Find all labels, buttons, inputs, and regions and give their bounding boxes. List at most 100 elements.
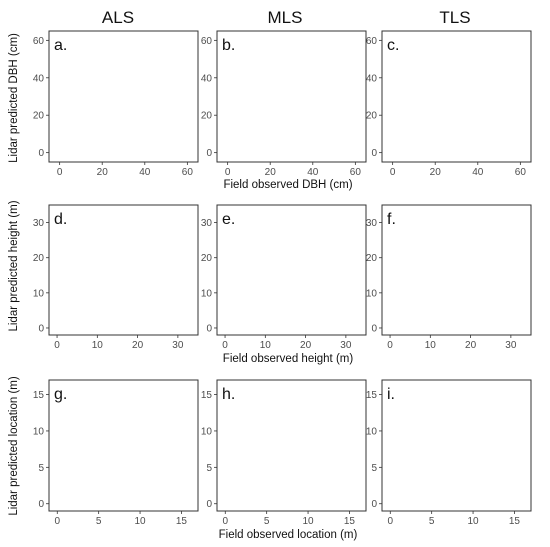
x-tick-label: 30	[340, 340, 352, 351]
y-tick-label: 0	[206, 499, 212, 510]
y-tick-label: 5	[371, 463, 377, 474]
x-tick-label: 60	[515, 167, 527, 178]
x-tick-label: 0	[222, 340, 228, 351]
x-tick-label: 40	[307, 167, 319, 178]
y-tick-label: 10	[201, 288, 213, 299]
x-tick-label: 40	[472, 167, 484, 178]
y-tick-label: 0	[371, 499, 377, 510]
x-tick-label: 40	[139, 167, 151, 178]
y-tick-label: 40	[33, 73, 45, 84]
panel-g: 0 5 10 15 0 5 10 15 g.	[33, 379, 199, 527]
panel-label: f.	[387, 211, 396, 228]
panel-label: b.	[222, 37, 235, 54]
panel-label: g.	[54, 386, 67, 403]
y-tick-label: 20	[366, 111, 378, 122]
y-tick-label: 0	[371, 323, 377, 334]
panel-label: c.	[387, 37, 399, 54]
x-tick-label: 0	[387, 516, 393, 527]
y-tick-label: 30	[366, 218, 378, 229]
x-tick-label: 0	[54, 516, 60, 527]
x-tick-label: 5	[429, 516, 435, 527]
x-tick-label: 0	[225, 167, 231, 178]
panel-a: 0 20 40 60 0 20 40 60 a.	[33, 30, 199, 178]
y-axis-title-location: Lidar predicted location (m)	[8, 376, 20, 516]
panel-h: 0 5 10 15 0 5 10 15 h.	[201, 379, 367, 527]
y-tick-label: 10	[33, 288, 45, 299]
x-tick-label: 10	[92, 340, 104, 351]
x-tick-label: 60	[350, 167, 362, 178]
y-tick-label: 5	[38, 463, 44, 474]
panel-b: 0 20 40 60 0 20 40 60 b.	[201, 30, 367, 178]
y-tick-label: 0	[206, 148, 212, 159]
y-tick-label: 10	[201, 426, 213, 437]
y-tick-label: 15	[33, 390, 45, 401]
panel-c: 0 20 40 60 0 20 40 60 c.	[366, 30, 532, 178]
y-tick-label: 10	[366, 426, 378, 437]
y-axis-title-dbh: Lidar predicted DBH (cm)	[8, 33, 20, 163]
x-axis-title-location: Field observed location (m)	[219, 529, 358, 541]
y-tick-label: 60	[201, 36, 213, 47]
x-tick-label: 0	[54, 340, 60, 351]
panel-frame	[48, 204, 199, 336]
y-tick-label: 20	[33, 253, 45, 264]
x-tick-label: 10	[467, 516, 479, 527]
panel-frame	[48, 379, 199, 512]
column-title-mls: MLS	[268, 8, 303, 27]
x-tick-label: 0	[222, 516, 228, 527]
y-tick-label: 20	[201, 253, 213, 264]
x-tick-label: 20	[265, 167, 277, 178]
panel-frame	[216, 379, 367, 512]
y-tick-label: 15	[366, 390, 378, 401]
y-tick-label: 20	[201, 111, 213, 122]
x-tick-label: 10	[260, 340, 272, 351]
y-tick-label: 10	[33, 426, 45, 437]
x-tick-label: 20	[465, 340, 477, 351]
panel-i: 0 5 10 15 0 5 10 15 i.	[366, 379, 532, 527]
panel-frame	[216, 30, 367, 163]
panel-frame	[48, 30, 199, 163]
y-tick-label: 10	[366, 288, 378, 299]
x-tick-label: 5	[96, 516, 102, 527]
panel-label: i.	[387, 386, 395, 403]
x-tick-label: 30	[172, 340, 184, 351]
x-tick-label: 0	[390, 167, 396, 178]
y-tick-label: 0	[38, 499, 44, 510]
x-tick-label: 0	[57, 167, 63, 178]
x-tick-label: 0	[387, 340, 393, 351]
panel-e: 0 10 20 30 0 10 20 30 e.	[201, 204, 367, 351]
panel-label: e.	[222, 211, 235, 228]
x-tick-label: 20	[430, 167, 442, 178]
x-tick-label: 15	[176, 516, 188, 527]
column-titles: ALS MLS TLS	[102, 8, 471, 27]
x-axis-title-dbh: Field observed DBH (cm)	[223, 179, 352, 191]
y-tick-label: 15	[201, 390, 213, 401]
x-tick-label: 60	[182, 167, 194, 178]
x-tick-label: 5	[264, 516, 270, 527]
y-tick-label: 40	[201, 73, 213, 84]
panel-label: h.	[222, 386, 235, 403]
y-axis-title-height: Lidar predicted height (m)	[8, 200, 20, 331]
x-tick-label: 20	[97, 167, 109, 178]
y-tick-label: 5	[206, 463, 212, 474]
panel-label: a.	[54, 37, 67, 54]
y-tick-label: 20	[366, 253, 378, 264]
y-tick-label: 30	[33, 218, 45, 229]
panel-d: 0 10 20 30 0 10 20 30 d.	[33, 204, 199, 351]
panel-frame	[216, 204, 367, 336]
panel-frame	[381, 30, 532, 163]
y-tick-label: 0	[371, 148, 377, 159]
y-tick-label: 40	[366, 73, 378, 84]
x-tick-label: 20	[300, 340, 312, 351]
y-tick-label: 20	[33, 111, 45, 122]
y-tick-label: 0	[38, 323, 44, 334]
column-title-als: ALS	[102, 8, 134, 27]
x-tick-label: 15	[344, 516, 356, 527]
x-axis-title-height: Field observed height (m)	[223, 353, 354, 365]
y-tick-label: 0	[206, 323, 212, 334]
x-tick-label: 10	[425, 340, 437, 351]
y-tick-label: 60	[366, 36, 378, 47]
panel-label: d.	[54, 211, 67, 228]
x-tick-label: 10	[134, 516, 146, 527]
